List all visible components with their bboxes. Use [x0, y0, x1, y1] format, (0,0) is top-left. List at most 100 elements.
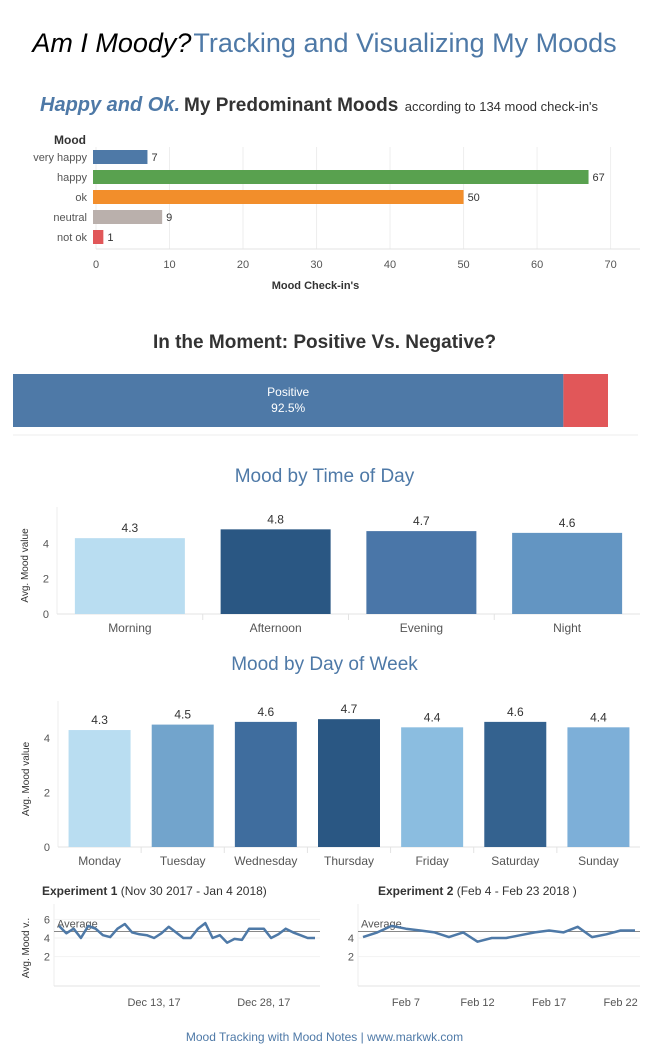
time_of_day-category-label: Morning [108, 621, 151, 635]
moods-x-tick: 40 [384, 259, 396, 271]
day_of_week-category-label: Monday [78, 854, 121, 868]
experiment2-x-tick: Feb 12 [460, 997, 494, 1009]
page-title: Am I Moody?Tracking and Visualizing My M… [0, 28, 649, 59]
experiment2-x-tick: Feb 17 [532, 997, 566, 1009]
experiment1-chart: Experiment 1 (Nov 30 2017 - Jan 4 2018) 2… [21, 884, 320, 1009]
time_of_day-y-label: Avg. Mood value [20, 528, 31, 603]
time_of_day-bar [220, 529, 331, 614]
posneg-segment-value: 92.5% [271, 401, 305, 415]
time_of_day-category-label: Afternoon [250, 621, 302, 635]
footer-text: Mood Tracking with Mood Notes | www.mark… [185, 1030, 464, 1044]
moods-value-label: 67 [593, 172, 605, 184]
posneg-segment-name: Positive [267, 385, 309, 399]
day-of-week-chart: 0 2 4 Avg. Mood value 4.3 Monday 4.5 Tuesday 4.6… [21, 701, 640, 868]
experiment2-y-tick: 4 [348, 933, 354, 945]
day_of_week-category-label: Thursday [324, 854, 374, 868]
day_of_week-category-label: Tuesday [160, 854, 206, 868]
moods-x-tick: 70 [604, 259, 616, 271]
day_of_week-value-label: 4.4 [590, 710, 607, 724]
time_of_day-y-tick: 4 [43, 538, 49, 550]
moods-heading: Happy and Ok. My Predominant Moods accord… [40, 94, 598, 117]
moods-category-label: neutral [53, 212, 87, 224]
moods-value-label: 9 [166, 212, 172, 224]
posneg-segment [13, 374, 564, 427]
moods-x-tick: 50 [457, 259, 469, 271]
moods-category-label: not ok [57, 232, 87, 244]
experiment2-title: Experiment 2 (Feb 4 - Feb 23 2018 ) [378, 884, 577, 898]
time_of_day-value-label: 4.3 [122, 521, 139, 535]
experiment2-y-tick: 2 [348, 952, 354, 964]
moods-title: My Predominant Moods [184, 95, 399, 116]
time_of_day-value-label: 4.7 [413, 514, 430, 528]
day_of_week-category-label: Sunday [578, 854, 619, 868]
tod-title: Mood by Time of Day [234, 466, 415, 487]
experiment1-title: Experiment 1 (Nov 30 2017 - Jan 4 2018) [42, 884, 267, 898]
moods-value-label: 7 [151, 152, 157, 164]
day_of_week-value-label: 4.7 [341, 702, 358, 716]
time_of_day-category-label: Night [553, 621, 582, 635]
day_of_week-category-label: Friday [415, 854, 448, 868]
time_of_day-bar [366, 531, 477, 614]
moods-legend-title: Mood [54, 133, 86, 147]
moods-bar [93, 170, 589, 184]
time_of_day-bar [74, 538, 185, 614]
moods-bar [93, 230, 104, 244]
moods-x-label: Mood Check-in's [272, 280, 360, 292]
moods-bar [93, 190, 464, 204]
posneg-segment [563, 374, 608, 427]
experiment2-series-line [362, 924, 635, 943]
experiment1-y-label: Avg. Mood v.. [21, 918, 32, 978]
moods-x-tick: 10 [163, 259, 175, 271]
time_of_day-y-tick: 2 [43, 574, 49, 586]
day_of_week-y-tick: 4 [44, 733, 50, 745]
experiment1-series-line [58, 921, 315, 944]
day_of_week-value-label: 4.3 [91, 713, 108, 727]
experiment2-reference-label: Average [361, 918, 402, 930]
day_of_week-category-label: Wednesday [234, 854, 297, 868]
experiment2-x-tick: Feb 22 [604, 997, 638, 1009]
day_of_week-bar [151, 724, 214, 847]
moods-x-tick: 30 [310, 259, 322, 271]
time_of_day-value-label: 4.8 [267, 512, 284, 526]
day_of_week-y-label: Avg. Mood value [21, 741, 32, 816]
day_of_week-value-label: 4.4 [424, 710, 441, 724]
day_of_week-bar [234, 721, 297, 847]
dow-title: Mood by Day of Week [231, 654, 418, 675]
day_of_week-bar [484, 721, 547, 847]
experiment1-y-tick: 6 [44, 914, 50, 926]
moods-bar [93, 210, 163, 224]
experiment2-chart: Experiment 2 (Feb 4 - Feb 23 2018 ) 2 4 Ave… [348, 884, 640, 1009]
experiment1-y-tick: 4 [44, 933, 50, 945]
moods-category-label: happy [57, 172, 87, 184]
experiment1-y-tick: 2 [44, 952, 50, 964]
experiment1-x-tick: Dec 28, 17 [237, 997, 290, 1009]
moods-highlight: Happy and Ok. [40, 94, 181, 116]
moods-value-label: 1 [107, 232, 113, 244]
day_of_week-bar [401, 727, 464, 847]
time-of-day-chart: 0 2 4 Avg. Mood value 4.3 Morning 4.8 Afternoon… [20, 507, 640, 635]
moods-category-label: very happy [33, 152, 87, 164]
moods-x-tick: 0 [93, 259, 99, 271]
title-main: Am I Moody? [32, 28, 192, 58]
moods-value-label: 50 [468, 192, 480, 204]
day_of_week-bar [318, 719, 380, 847]
moods-bar [93, 150, 148, 164]
posneg-title: In the Moment: Positive Vs. Negative? [152, 332, 497, 353]
moods-x-tick: 20 [237, 259, 249, 271]
day_of_week-value-label: 4.6 [507, 705, 524, 719]
day_of_week-value-label: 4.6 [258, 705, 275, 719]
day_of_week-bar [567, 727, 630, 847]
title-rest: Tracking and Visualizing My Moods [193, 28, 617, 58]
time_of_day-value-label: 4.6 [559, 516, 576, 530]
experiment2-x-tick: Feb 7 [392, 997, 420, 1009]
experiment1-x-tick: Dec 13, 17 [127, 997, 180, 1009]
moods-x-tick: 60 [531, 259, 543, 271]
day_of_week-value-label: 4.5 [174, 708, 191, 722]
time_of_day-category-label: Evening [400, 621, 443, 635]
moods-subtitle: according to 134 mood check-in's [404, 99, 599, 114]
posneg-chart: Positive 92.5% [13, 374, 638, 436]
time_of_day-bar [512, 532, 623, 614]
day_of_week-bar [68, 730, 131, 847]
moods-category-label: ok [75, 192, 87, 204]
day_of_week-y-tick: 2 [44, 788, 50, 800]
